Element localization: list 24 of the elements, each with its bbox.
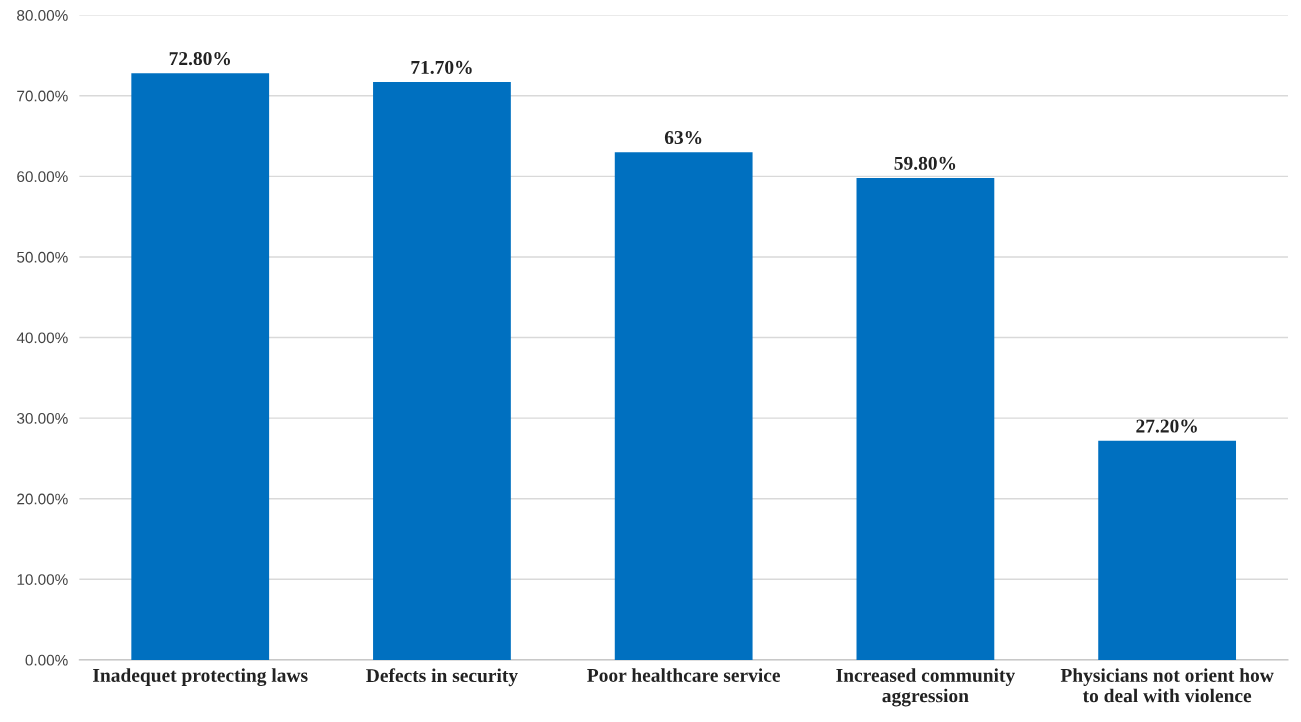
bar [614, 152, 753, 660]
y-tick-label: 50.00% [17, 251, 68, 263]
x-tick-label: Increased community aggression [836, 668, 1015, 707]
y-tick-label: 20.00% [17, 493, 68, 505]
y-tick-label: 0.00% [25, 654, 68, 666]
x-tick-label: Inadequet protecting laws [93, 668, 308, 687]
data-label: 72.80% [169, 51, 230, 66]
x-tick-label: Defects in security [366, 668, 518, 687]
x-tick-label: Poor healthcare service [587, 668, 781, 682]
y-tick-label: 60.00% [17, 171, 68, 183]
y-tick-label: 70.00% [17, 90, 68, 102]
bar [373, 82, 511, 660]
data-label: 27.20% [1136, 419, 1197, 433]
x-tick-label: Physicians not orient how to deal with violence [1060, 668, 1274, 703]
data-label: 59.80% [894, 156, 956, 170]
bar [131, 73, 270, 660]
bar [856, 177, 995, 660]
bar [1098, 440, 1237, 660]
data-label: 71.70% [411, 60, 472, 75]
y-tick-label: 40.00% [16, 332, 68, 344]
y-tick-label: 10.00% [17, 574, 68, 585]
y-tick-label: 80.00% [17, 10, 68, 21]
data-label: 63% [664, 130, 702, 145]
y-tick-label: 30.00% [17, 413, 68, 424]
